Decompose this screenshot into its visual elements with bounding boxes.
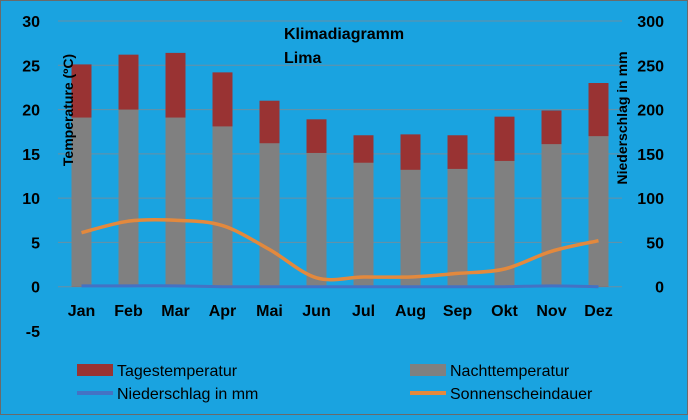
category-label: Dez bbox=[584, 303, 612, 320]
category-label: Apr bbox=[209, 303, 237, 320]
chart-title: Klimadiagramm bbox=[284, 26, 404, 43]
left-tick-label: 5 bbox=[31, 235, 40, 252]
bar-nachttemperatur bbox=[400, 169, 421, 287]
category-label: Mai bbox=[256, 303, 283, 320]
bar-nachttemperatur bbox=[259, 143, 280, 287]
right-tick-label: 200 bbox=[637, 103, 664, 120]
category-label: Okt bbox=[491, 303, 518, 320]
right-tick-label: 50 bbox=[646, 235, 664, 252]
gridlines bbox=[58, 20, 622, 288]
right-tick-label: 250 bbox=[637, 58, 664, 75]
right-tick-label: 100 bbox=[637, 191, 664, 208]
legend-label-tagestemperatur: Tagestemperatur bbox=[117, 363, 238, 380]
legend-label-niederschlag-in-mm: Niederschlag in mm bbox=[117, 386, 258, 403]
category-label: Feb bbox=[114, 303, 143, 320]
left-tick-label: 0 bbox=[31, 280, 40, 297]
bar-nachttemperatur bbox=[306, 152, 327, 287]
category-label: Jan bbox=[68, 303, 96, 320]
bar-nachttemperatur bbox=[447, 168, 468, 287]
left-axis-ticks: -5 0 5 10 15 20 25 30 bbox=[22, 14, 40, 341]
legend-swatch-nachttemperatur bbox=[410, 364, 446, 376]
category-label: Jul bbox=[352, 303, 375, 320]
category-label: Mar bbox=[161, 303, 189, 320]
bar-nachttemperatur bbox=[71, 117, 92, 287]
left-tick-label: -5 bbox=[26, 324, 40, 341]
left-tick-label: 30 bbox=[22, 14, 40, 31]
category-label: Aug bbox=[395, 303, 426, 320]
line-niederschlag bbox=[81, 284, 599, 289]
bar-nachttemperatur bbox=[165, 117, 186, 287]
right-axis-title: Niederschlag in mm bbox=[614, 51, 630, 184]
legend-label-nachttemperatur: Nachttemperatur bbox=[450, 363, 570, 380]
right-tick-label: 150 bbox=[637, 147, 664, 164]
right-tick-label: 300 bbox=[637, 14, 664, 31]
category-labels: Jan Feb Mar Apr Mai Jun Jul Aug Sep Okt Nov Dez bbox=[68, 303, 613, 320]
legend-swatch-tagestemperatur bbox=[77, 364, 113, 376]
category-label: Jun bbox=[302, 303, 330, 320]
left-tick-label: 25 bbox=[22, 58, 40, 75]
left-tick-label: 20 bbox=[22, 103, 40, 120]
bar-series bbox=[71, 52, 609, 287]
right-axis-ticks: 0 50 100 150 200 250 300 bbox=[637, 14, 664, 297]
bar-nachttemperatur bbox=[541, 144, 562, 287]
chart-subtitle: Lima bbox=[284, 50, 321, 67]
line-series bbox=[81, 217, 599, 289]
category-label: Sep bbox=[443, 303, 473, 320]
line-sonnenscheindauer bbox=[81, 217, 599, 282]
left-axis-title: Temperature (ºC) bbox=[60, 54, 76, 166]
left-tick-label: 10 bbox=[22, 191, 40, 208]
legend-label-sonnenscheindauer: Sonnenscheindauer bbox=[450, 386, 593, 403]
category-label: Nov bbox=[536, 303, 566, 320]
bar-nachttemperatur bbox=[588, 136, 609, 287]
bar-nachttemperatur bbox=[118, 109, 139, 287]
bar-nachttemperatur bbox=[212, 126, 233, 287]
right-tick-label: 0 bbox=[655, 280, 664, 297]
left-tick-label: 15 bbox=[22, 147, 40, 164]
legend: Tagestemperatur Nachttemperatur Niederschl… bbox=[77, 363, 593, 403]
bar-nachttemperatur bbox=[494, 160, 515, 287]
bar-nachttemperatur bbox=[353, 162, 374, 287]
